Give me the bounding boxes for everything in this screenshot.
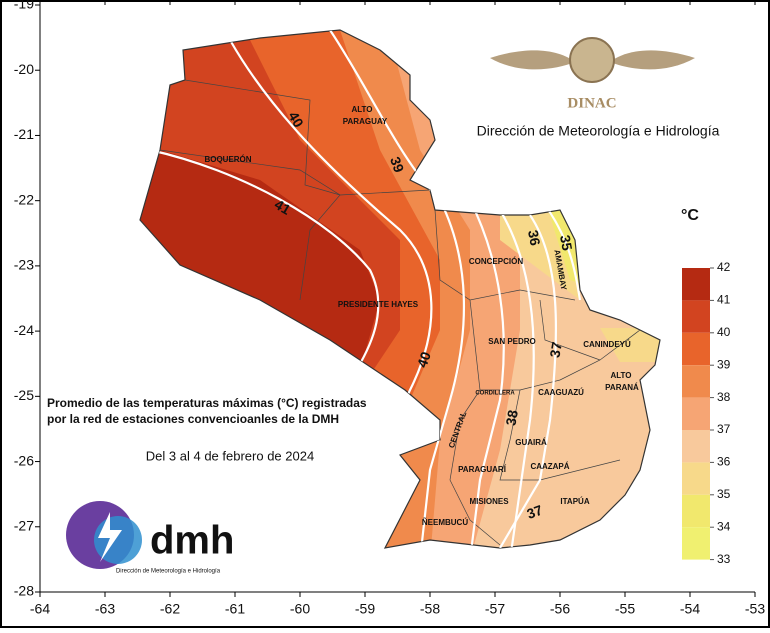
legend-swatch (682, 332, 710, 366)
department-label: MISIONES (469, 497, 509, 506)
x-tick-label: -60 (290, 601, 310, 617)
x-tick-label: -62 (160, 601, 180, 617)
department-label: CANINDEYÚ (583, 340, 631, 349)
y-tick-label: -21 (14, 126, 34, 142)
department-label: CONCEPCIÓN (469, 257, 523, 266)
isotherm-label: 35 (557, 234, 575, 252)
department-label: CAAGUAZÚ (538, 388, 584, 397)
legend-swatch (682, 527, 710, 560)
department-label: PARANÁ (605, 383, 639, 392)
department-label: ALTO (351, 105, 372, 114)
isotherm-label: 37 (546, 341, 564, 359)
y-tick-label: -22 (14, 191, 34, 207)
logo-text: dmh (150, 519, 234, 563)
department-label: PARAGUAY (343, 117, 388, 126)
x-tick-label: -64 (30, 601, 50, 617)
department-label: SAN PEDRO (488, 337, 536, 346)
caption-line: Promedio de las temperaturas máximas (°C… (47, 396, 367, 410)
department-borders (159, 79, 641, 546)
legend-label: 35 (717, 487, 731, 501)
y-tick-label: -25 (14, 387, 34, 403)
legend-swatch (682, 462, 710, 495)
y-tick-label: -23 (14, 257, 34, 273)
legend-label: 33 (717, 552, 731, 566)
legend-label: 34 (717, 519, 731, 533)
x-tick-label: -59 (355, 601, 375, 617)
department-label: ITAPÚA (560, 497, 589, 506)
y-tick-label: -19 (14, 0, 34, 12)
department-label: ÑEEMBUCÚ (422, 518, 468, 527)
legend-label: 42 (717, 260, 731, 274)
isotherm-label: 40 (285, 109, 307, 131)
department-label: PARAGUARÍ (458, 465, 507, 474)
caption-line: por la red de estaciones convencioanles … (47, 412, 339, 426)
department-label: PRESIDENTE HAYES (338, 300, 419, 309)
x-tick-label: -55 (615, 601, 635, 617)
legend-swatch (682, 268, 710, 301)
x-tick-label: -53 (745, 601, 765, 617)
department-label: ALTO (610, 371, 631, 380)
department-label: BOQUERÓN (204, 155, 251, 164)
legend-swatch (682, 300, 710, 333)
y-tick-label: -24 (14, 322, 34, 338)
dinac-emblem (490, 37, 695, 83)
department-label: CORDILLERA (475, 391, 515, 397)
legend-label: 38 (717, 390, 731, 404)
x-tick-label: -58 (420, 601, 440, 617)
isotherm-label: 37 (525, 502, 545, 522)
legend-label: 37 (717, 422, 731, 436)
y-tick-label: -20 (14, 61, 34, 77)
department-label: GUAIRÁ (515, 438, 547, 447)
legend-swatch (682, 397, 710, 430)
x-tick-label: -63 (95, 601, 115, 617)
dmh-logo (66, 501, 142, 569)
x-tick-label: -56 (550, 601, 570, 617)
legend-label: 41 (717, 293, 731, 307)
legend-label: 40 (717, 325, 731, 339)
y-tick-label: -27 (14, 517, 34, 533)
isotherm-label: 40 (414, 349, 434, 369)
isotherm-label: 39 (387, 155, 407, 175)
country-outline (139, 29, 661, 549)
y-tick-label: -28 (14, 583, 34, 599)
agency-name: DINAC (567, 95, 616, 111)
legend-label: 39 (717, 357, 731, 371)
x-tick-label: -54 (680, 601, 700, 617)
x-tick-label: -57 (485, 601, 505, 617)
logo-tagline: Dirección de Meteorología e Hidrología (116, 569, 221, 575)
legend-swatch (682, 365, 710, 398)
legend-label: 36 (717, 455, 731, 469)
y-tick-label: -26 (14, 452, 34, 468)
legend-swatch (682, 494, 710, 528)
caption-dates: Del 3 al 4 de febrero de 2024 (146, 448, 314, 463)
isotherm-label: 41 (272, 196, 294, 218)
legend-unit: °C (681, 207, 699, 224)
legend-swatch (682, 430, 710, 463)
x-tick-label: -61 (225, 601, 245, 617)
isotherm-label: 36 (525, 229, 543, 247)
agency-subtitle: Dirección de Meteorología e Hidrología (477, 123, 720, 139)
department-label: CAAZAPÁ (530, 462, 569, 471)
isotherm-label: 38 (502, 409, 520, 427)
